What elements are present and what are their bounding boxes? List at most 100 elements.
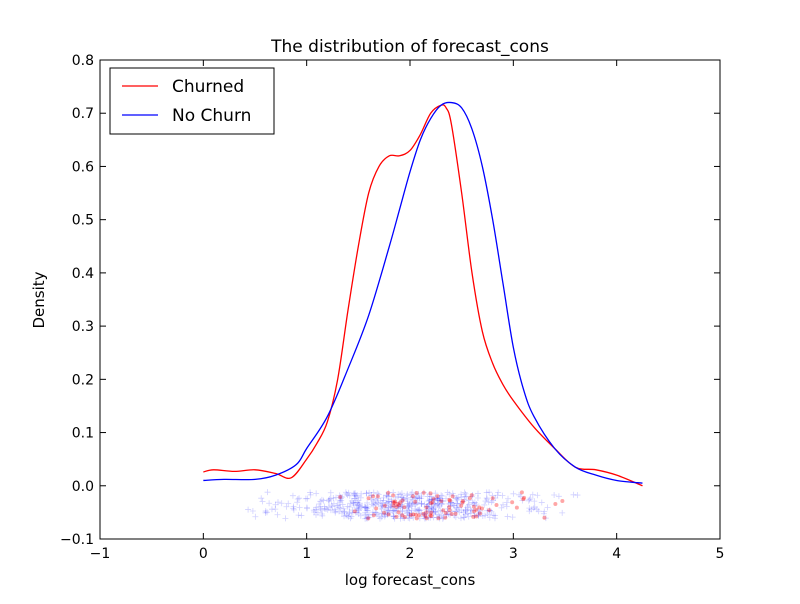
rug-mark-no-churn bbox=[429, 505, 436, 512]
rug-mark-no-churn bbox=[484, 507, 491, 514]
rug-mark-no-churn bbox=[453, 504, 460, 511]
rug-mark-no-churn bbox=[431, 509, 438, 516]
rug-mark-no-churn bbox=[332, 509, 339, 516]
rug-mark-no-churn bbox=[365, 514, 372, 521]
rug-mark-no-churn bbox=[366, 511, 373, 518]
rug-mark-no-churn bbox=[393, 508, 400, 515]
rug-mark-no-churn bbox=[376, 515, 383, 522]
rug-mark-no-churn bbox=[406, 500, 413, 507]
rug-mark-churned bbox=[413, 499, 418, 504]
rug-mark-churned bbox=[514, 505, 519, 510]
rug-mark-churned bbox=[423, 514, 428, 519]
rug-mark-no-churn bbox=[416, 506, 423, 513]
rug-mark-no-churn bbox=[364, 503, 371, 510]
rug-mark-no-churn bbox=[430, 500, 437, 507]
rug-mark-no-churn bbox=[311, 509, 318, 516]
y-tick-label: 0.1 bbox=[72, 426, 94, 442]
rug-mark-no-churn bbox=[486, 507, 493, 514]
rug-mark-no-churn bbox=[422, 515, 429, 522]
rug-mark-no-churn bbox=[368, 496, 375, 503]
rug-mark-no-churn bbox=[462, 490, 469, 497]
rug-mark-no-churn bbox=[434, 501, 441, 508]
rug-mark-no-churn bbox=[370, 489, 377, 496]
rug-mark-no-churn bbox=[467, 506, 474, 513]
legend-label-no-churn: No Churn bbox=[172, 106, 251, 126]
rug-mark-no-churn bbox=[412, 490, 419, 497]
x-tick-label: 2 bbox=[406, 546, 415, 562]
rug-mark-churned bbox=[439, 499, 444, 504]
rug-mark-churned bbox=[453, 511, 458, 516]
rug-mark-churned bbox=[352, 509, 357, 514]
rug-mark-no-churn bbox=[252, 513, 259, 520]
rug-mark-no-churn bbox=[398, 511, 405, 518]
rug-mark-no-churn bbox=[331, 506, 338, 513]
rug-mark-no-churn bbox=[328, 502, 335, 509]
rug-mark-no-churn bbox=[409, 500, 416, 507]
series-line-no-churn bbox=[203, 101, 643, 484]
rug-mark-no-churn bbox=[448, 508, 455, 515]
rug-mark-churned bbox=[430, 500, 435, 505]
rug-mark-no-churn bbox=[362, 504, 369, 511]
rug-mark-no-churn bbox=[475, 510, 482, 517]
rug-mark-no-churn bbox=[424, 503, 431, 510]
rug-mark-no-churn bbox=[425, 501, 432, 508]
rug-mark-no-churn bbox=[404, 500, 411, 507]
rug-mark-no-churn bbox=[334, 502, 341, 509]
rug-mark-churned bbox=[421, 511, 426, 516]
rug-mark-no-churn bbox=[399, 503, 406, 510]
rug-mark-no-churn bbox=[440, 514, 447, 521]
rug-mark-no-churn bbox=[317, 503, 324, 510]
rug-mark-no-churn bbox=[452, 514, 459, 521]
rug-mark-no-churn bbox=[283, 503, 290, 510]
rug-mark-no-churn bbox=[453, 508, 460, 515]
rug-mark-churned bbox=[400, 498, 405, 503]
rug-mark-no-churn bbox=[355, 502, 362, 509]
rug-mark-no-churn bbox=[436, 495, 443, 502]
rug-mark-no-churn bbox=[469, 492, 476, 499]
rug-mark-no-churn bbox=[456, 509, 463, 516]
rug-mark-no-churn bbox=[351, 495, 358, 502]
rug-mark-no-churn bbox=[544, 504, 551, 511]
rug-mark-no-churn bbox=[326, 498, 333, 505]
rug-mark-churned bbox=[429, 510, 434, 515]
rug-mark-no-churn bbox=[346, 492, 353, 499]
rug-mark-no-churn bbox=[531, 498, 538, 505]
rug-mark-no-churn bbox=[374, 511, 381, 518]
rug-mark-no-churn bbox=[370, 502, 377, 509]
rug-mark-churned bbox=[424, 516, 429, 521]
rug-mark-no-churn bbox=[447, 511, 454, 518]
rug-mark-no-churn bbox=[409, 493, 416, 500]
rug-mark-no-churn bbox=[262, 509, 269, 516]
rug-mark-no-churn bbox=[337, 505, 344, 512]
rug-mark-churned bbox=[371, 494, 376, 499]
rug-mark-no-churn bbox=[350, 490, 357, 497]
rug-mark-no-churn bbox=[457, 515, 464, 522]
y-tick-label: 0.5 bbox=[72, 213, 94, 229]
rug-mark-no-churn bbox=[413, 508, 420, 515]
rug-mark-no-churn bbox=[397, 491, 404, 498]
rug-mark-no-churn bbox=[484, 511, 491, 518]
rug-mark-churned bbox=[386, 512, 391, 517]
rug-mark-no-churn bbox=[460, 498, 467, 505]
x-tick-label: 5 bbox=[716, 546, 725, 562]
rug-mark-churned bbox=[391, 503, 396, 508]
rug-mark-no-churn bbox=[475, 511, 482, 518]
rug-mark-no-churn bbox=[259, 498, 266, 505]
rug-mark-no-churn bbox=[290, 503, 297, 510]
rug-mark-no-churn bbox=[274, 499, 281, 506]
rug-mark-churned bbox=[494, 503, 499, 508]
rug-mark-no-churn bbox=[381, 510, 388, 517]
rug-mark-no-churn bbox=[416, 494, 423, 501]
rug-mark-no-churn bbox=[405, 507, 412, 514]
rug-mark-no-churn bbox=[302, 495, 309, 502]
rug-mark-no-churn bbox=[436, 513, 443, 520]
rug-mark-no-churn bbox=[462, 493, 469, 500]
density-lines bbox=[203, 101, 643, 487]
rug-mark-no-churn bbox=[458, 507, 465, 514]
rug-mark-no-churn bbox=[373, 509, 380, 516]
rug-mark-no-churn bbox=[400, 495, 407, 502]
rug-mark-no-churn bbox=[415, 490, 422, 497]
rug-mark-no-churn bbox=[405, 504, 412, 511]
rug-mark-no-churn bbox=[378, 510, 385, 517]
